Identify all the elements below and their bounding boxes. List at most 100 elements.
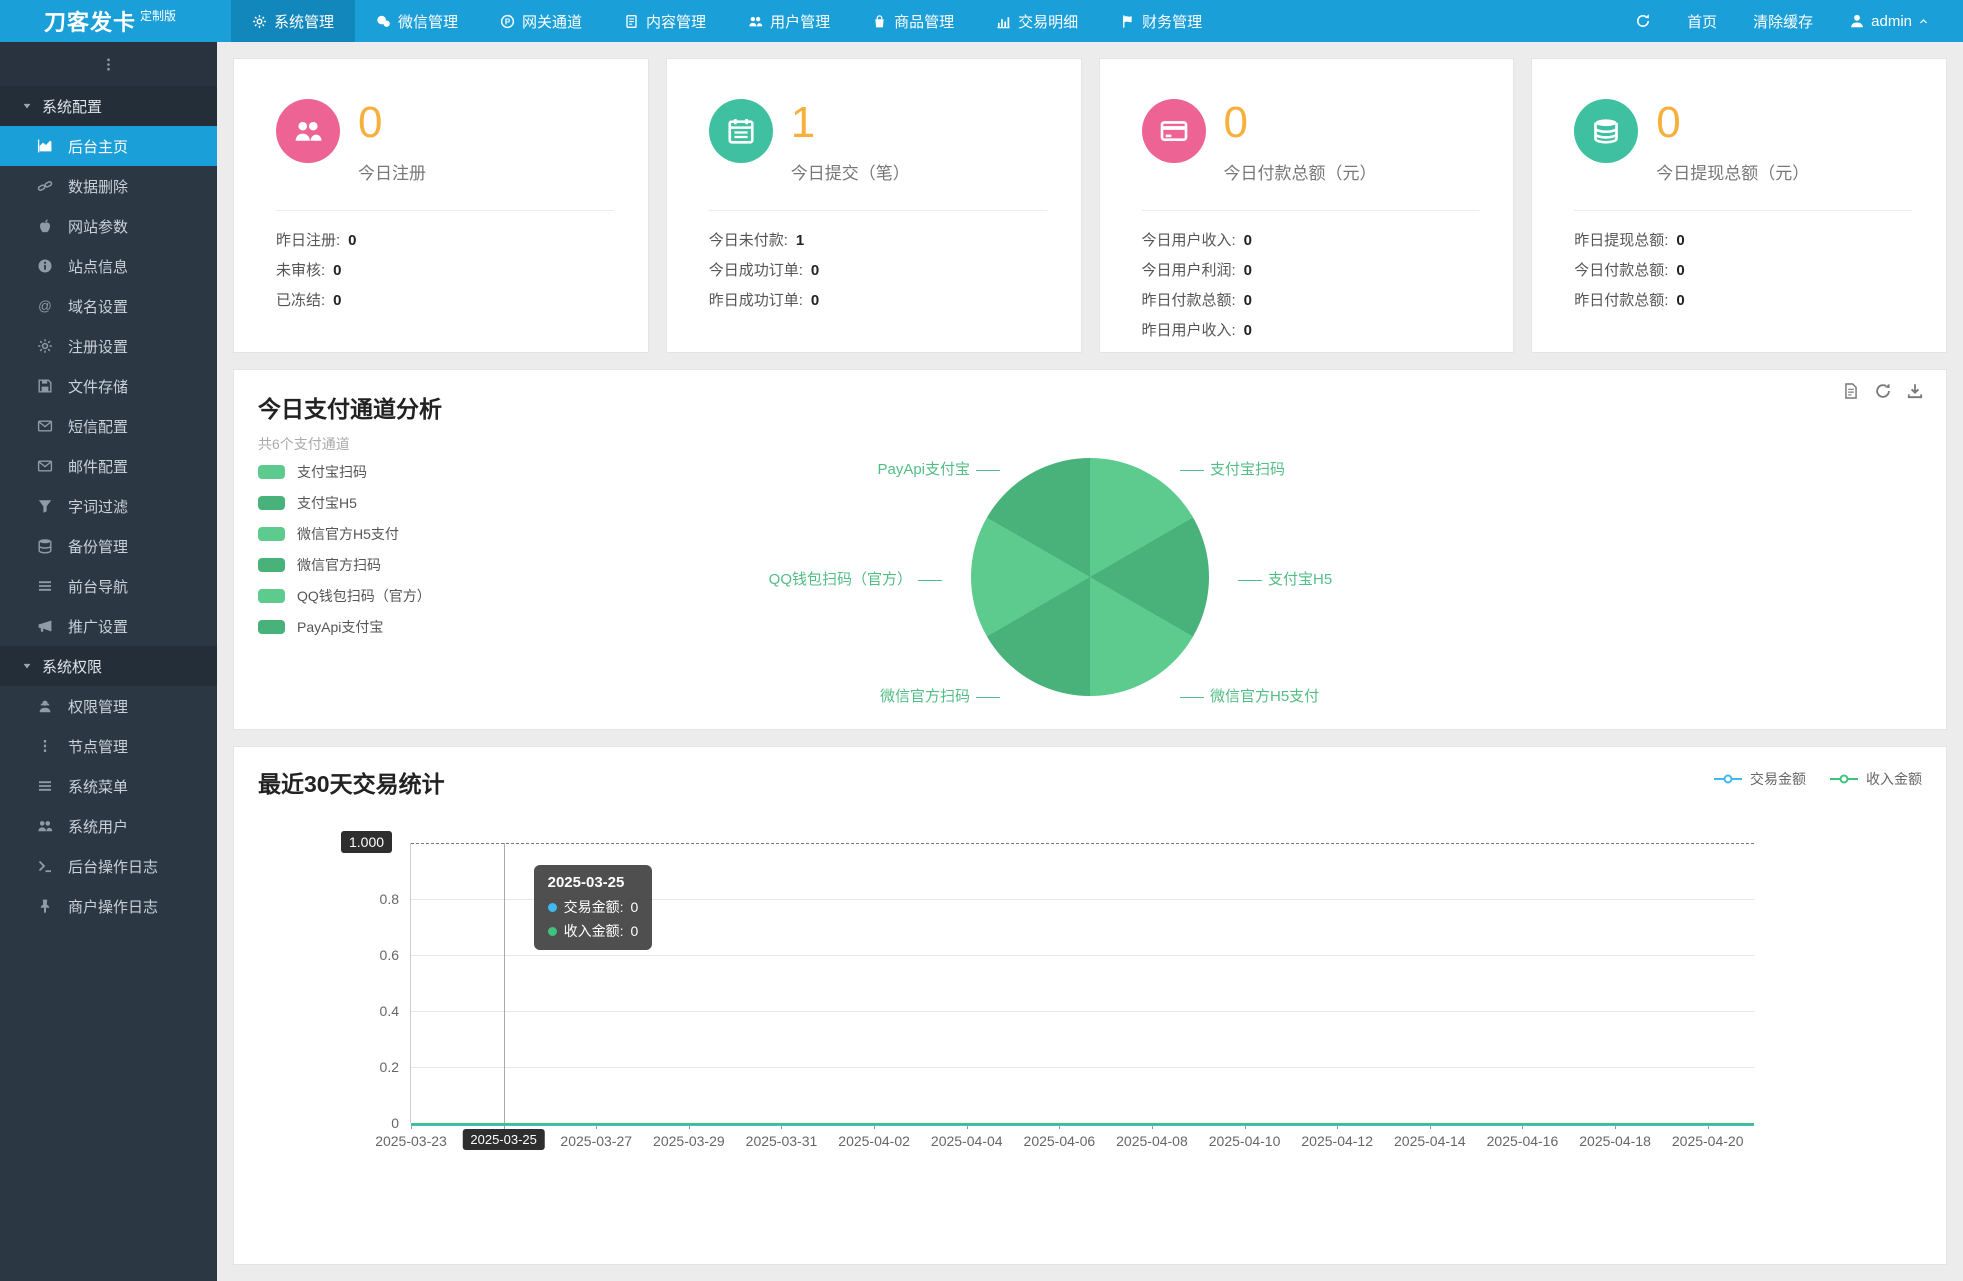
sidebar-item-backup[interactable]: 备份管理 [0, 526, 217, 566]
sidebar-item-system-menu[interactable]: 系统菜单 [0, 766, 217, 806]
refresh-icon[interactable] [1635, 13, 1651, 29]
sidebar-item-word-filter[interactable]: 字词过滤 [0, 486, 217, 526]
sidebar-item-site-info[interactable]: 站点信息 [0, 246, 217, 286]
legend-swatch [258, 558, 285, 572]
app-logo: 刀客发卡 定制版 [0, 0, 217, 42]
nav-item-wechat[interactable]: 微信管理 [355, 0, 479, 42]
sidebar-item-file-storage[interactable]: 文件存储 [0, 366, 217, 406]
nav-item-system[interactable]: 系统管理 [231, 0, 356, 42]
svg-text:@: @ [38, 298, 52, 313]
sidebar-item-front-nav[interactable]: 前台导航 [0, 566, 217, 606]
sidebar-item-domain[interactable]: @ 域名设置 [0, 286, 217, 326]
tooltip-row: 交易金额: 0 [547, 897, 638, 917]
sidebar-item-label: 推广设置 [68, 618, 129, 636]
user-menu[interactable]: admin [1849, 13, 1929, 30]
nav-item-trades[interactable]: 交易明细 [975, 0, 1099, 42]
stat-kv: 今日用户收入: 0 [1141, 232, 1253, 249]
legend-item[interactable]: 支付宝扫码 [258, 462, 431, 482]
terminal-icon [34, 858, 56, 874]
sidebar-item-sms[interactable]: 短信配置 [0, 406, 217, 446]
stat-label: 今日注册 [358, 164, 426, 183]
series-line-trade [411, 1124, 1754, 1127]
legend-swatch [258, 527, 285, 541]
stat-kv: 已冻结: 0 [276, 292, 342, 309]
sidebar-item-auth-mgmt[interactable]: 权限管理 [0, 686, 217, 726]
legend-label: 支付宝H5 [297, 495, 357, 511]
bars-icon [34, 578, 56, 594]
legend-label: QQ钱包扫码（官方） [297, 588, 431, 604]
sidebar-item-label: 网站参数 [68, 218, 129, 236]
file-icon[interactable] [1842, 382, 1860, 400]
line-plot[interactable]: 1.000 0.8 0.6 0.4 0.2 0 2025-03-25 交易金额:… [341, 831, 1754, 1151]
stat-kv: 昨日付款总额: 0 [1574, 292, 1685, 309]
wechat-icon [376, 14, 391, 29]
sidebar-item-admin-log[interactable]: 后台操作日志 [0, 846, 217, 886]
x-tick-label: 2025-04-06 [1023, 1133, 1096, 1150]
legend-item[interactable]: 微信官方扫码 [258, 555, 431, 575]
legend-item[interactable]: 交易金额 [1714, 769, 1806, 789]
gateway-icon: P [500, 14, 515, 29]
x-tick-label: 2025-03-31 [745, 1133, 818, 1150]
x-tick-label: 2025-03-23 [375, 1133, 447, 1150]
x-tick-label: 2025-03-27 [560, 1133, 633, 1150]
clear-cache-link[interactable]: 清除缓存 [1753, 13, 1814, 31]
refresh-icon[interactable] [1874, 382, 1892, 400]
stat-value: 1 [790, 98, 816, 147]
credit-card-icon [1141, 99, 1206, 163]
coins-icon [1574, 99, 1639, 163]
calendar-icon [708, 99, 773, 163]
legend-label: 支付宝扫码 [297, 464, 367, 480]
sidebar-item-label: 系统菜单 [68, 778, 129, 796]
info-icon [34, 258, 56, 274]
sidebar-item-merchant-log[interactable]: 商户操作日志 [0, 886, 217, 926]
filter-icon [34, 498, 56, 514]
sidebar-item-node-mgmt[interactable]: 节点管理 [0, 726, 217, 766]
sidebar-section-system-config[interactable]: 系统配置 [0, 86, 217, 126]
legend-item[interactable]: 收入金额 [1830, 769, 1922, 789]
database-icon [34, 538, 56, 554]
sidebar-item-label: 商户操作日志 [68, 898, 159, 916]
legend-item[interactable]: 微信官方H5支付 [258, 524, 431, 544]
nav-item-gateway[interactable]: P 网关通道 [479, 0, 603, 42]
x-tick-label: 2025-04-10 [1208, 1133, 1281, 1150]
pie-legend: 支付宝扫码 支付宝H5 微信官方H5支付 微信官方扫码 QQ钱包扫码（官方） P… [258, 462, 431, 648]
download-icon[interactable] [1906, 382, 1924, 400]
envelope-icon [34, 418, 56, 434]
max-marker-line [411, 843, 1754, 845]
sidebar-section-system-auth[interactable]: 系统权限 [0, 646, 217, 686]
nav-item-goods[interactable]: 商品管理 [851, 0, 975, 42]
chart-bars-icon [996, 14, 1011, 29]
tooltip-title: 2025-03-25 [547, 874, 625, 892]
stat-kv: 今日用户利润: 0 [1141, 262, 1253, 279]
calendar-icon [726, 116, 756, 146]
sidebar-item-promo[interactable]: 推广设置 [0, 606, 217, 646]
users-icon [748, 14, 763, 29]
chart-tooltip: 2025-03-25 交易金额: 0 收入金额: 0 [533, 865, 653, 951]
nav-item-finance[interactable]: 财务管理 [1099, 0, 1223, 42]
bars-icon [34, 778, 56, 794]
dashboard-icon [34, 138, 56, 154]
legend-swatch [258, 465, 285, 479]
legend-item[interactable]: PayApi支付宝 [258, 617, 431, 637]
sidebar-item-system-users[interactable]: 系统用户 [0, 806, 217, 846]
sidebar-item-dashboard[interactable]: 后台主页 [0, 126, 217, 166]
users-icon [293, 116, 323, 146]
legend-item[interactable]: QQ钱包扫码（官方） [258, 586, 431, 606]
home-link[interactable]: 首页 [1687, 13, 1718, 31]
sidebar-item-register[interactable]: 注册设置 [0, 326, 217, 366]
sidebar-item-site-params[interactable]: 网站参数 [0, 206, 217, 246]
sidebar-item-label: 站点信息 [68, 258, 129, 276]
nav-item-content[interactable]: 内容管理 [603, 0, 727, 42]
app-logo-badge: 定制版 [140, 8, 177, 23]
nav-item-user-mgmt[interactable]: 用户管理 [727, 0, 851, 42]
sidebar-item-email[interactable]: 邮件配置 [0, 446, 217, 486]
nav-item-label: 微信管理 [398, 13, 459, 31]
pie-chart[interactable] [971, 458, 1209, 696]
sidebar-collapse-toggle[interactable] [0, 42, 217, 86]
legend-item[interactable]: 支付宝H5 [258, 493, 431, 513]
stat-label: 今日付款总额（元） [1223, 164, 1377, 183]
svg-text:P: P [505, 17, 511, 26]
stat-card-register: 0 今日注册 昨日注册: 0 未审核: 0 已冻结: 0 [233, 58, 649, 353]
sidebar-item-data-delete[interactable]: 数据删除 [0, 166, 217, 206]
legend-label: PayApi支付宝 [297, 619, 384, 635]
